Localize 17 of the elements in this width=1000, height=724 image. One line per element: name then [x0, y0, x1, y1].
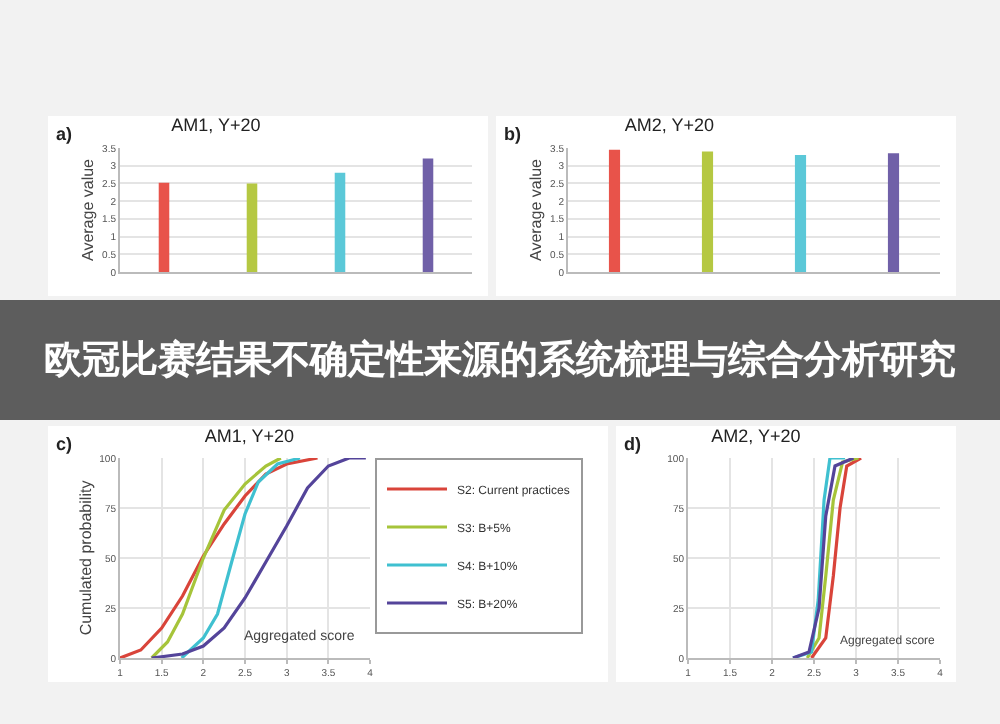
chart-title: AM2, Y+20 — [624, 115, 715, 136]
chart-title: AM1, Y+20 — [171, 115, 261, 136]
y-axis-title: Cumulated probability — [76, 480, 95, 636]
bar — [246, 183, 258, 272]
text: d) — [624, 434, 641, 454]
bar — [158, 182, 170, 272]
y-axis-title: Average value — [527, 157, 546, 261]
line-series — [150, 458, 368, 658]
chart-title: AM2, Y+20 — [711, 426, 801, 447]
text: c) — [56, 434, 73, 454]
text: a) — [56, 124, 73, 144]
chart-title: AM1, Y+20 — [204, 426, 295, 447]
bar — [334, 172, 346, 272]
y-axis-title: Average value — [79, 157, 98, 261]
text: 欧冠比赛结果不确定性来源的系统梳理与综合分析研究 — [0, 300, 1000, 420]
text: b) — [504, 124, 521, 144]
bar — [422, 158, 434, 272]
